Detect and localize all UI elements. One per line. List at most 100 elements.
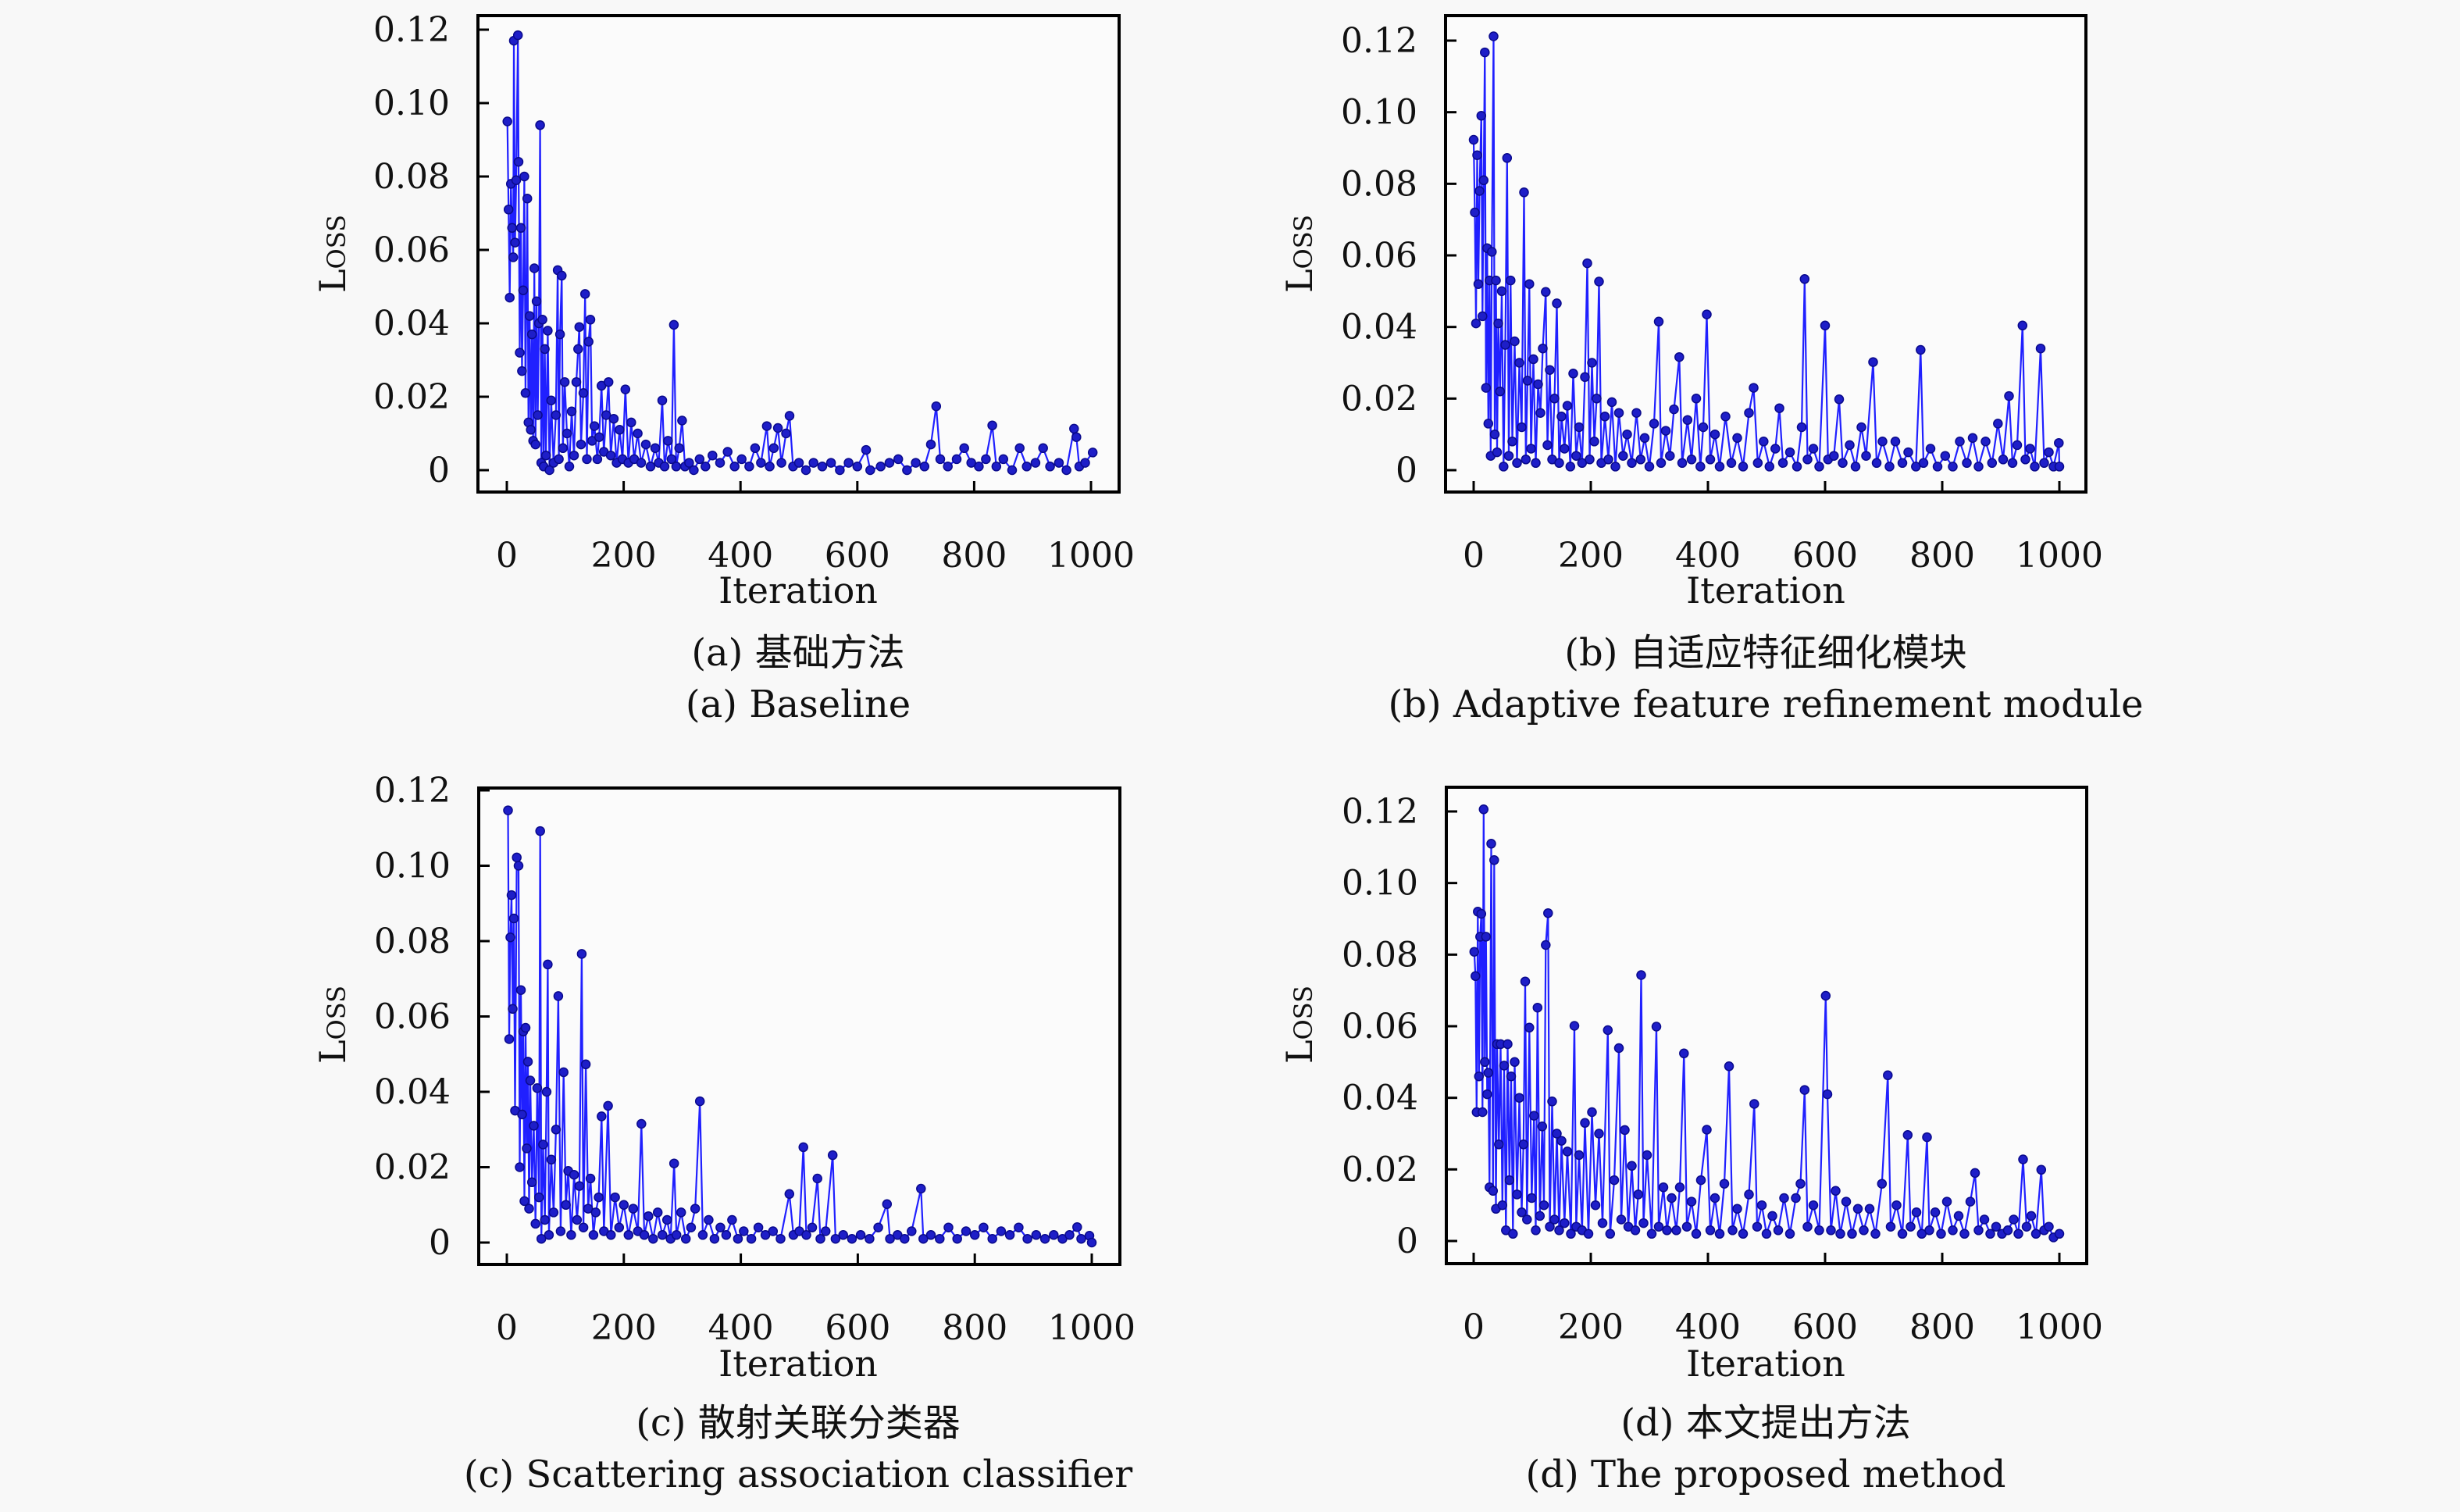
data-point: [519, 171, 529, 182]
y-axis-ticks: 0 0.02 0.04 0.06 0.08 0.10 0.12: [373, 10, 489, 490]
data-point: [998, 454, 1009, 465]
y-tick-label: 0.10: [374, 847, 451, 886]
data-point: [614, 1222, 625, 1232]
data-point: [1562, 401, 1573, 411]
data-point: [650, 443, 661, 454]
data-point: [1526, 444, 1536, 454]
data-point: [1554, 1225, 1564, 1236]
data-point: [1547, 1097, 1557, 1107]
data-point: [578, 1222, 589, 1232]
data-point: [1605, 1228, 1616, 1239]
data-point: [1496, 286, 1507, 297]
data-point: [1738, 462, 1749, 472]
x-tick-label: 200: [591, 536, 657, 576]
data-point: [715, 1222, 726, 1232]
data-point: [1814, 462, 1824, 472]
data-point: [1808, 444, 1819, 454]
data-point: [533, 410, 543, 420]
data-point: [645, 462, 656, 472]
data-point: [603, 1100, 613, 1111]
data-point: [544, 1230, 554, 1240]
x-tick-label: 800: [1909, 536, 1975, 576]
data-point: [1507, 437, 1517, 447]
data-point: [1970, 1168, 1980, 1179]
data-point: [753, 1222, 764, 1232]
data-point: [589, 421, 600, 431]
data-point: [2004, 390, 2014, 401]
y-tick-label: 0.10: [373, 84, 450, 123]
data-point: [1527, 1193, 1537, 1204]
data-point: [1014, 1222, 1024, 1232]
data-point: [1674, 1182, 1685, 1193]
caption-en: (c) Scattering association classifier: [464, 1453, 1132, 1496]
data-point: [1072, 1221, 1082, 1232]
data-point: [1482, 1089, 1492, 1100]
data-point: [1569, 1021, 1580, 1031]
data-point: [1792, 462, 1802, 472]
data-point: [1691, 394, 1702, 404]
data-point: [750, 443, 761, 454]
plot-frame: [1444, 14, 2087, 494]
plot-frame: [477, 786, 1121, 1266]
data-point: [1698, 422, 1709, 433]
data-point: [781, 428, 791, 439]
data-point: [1845, 440, 1855, 451]
data-point: [1877, 437, 1888, 447]
data-point: [569, 450, 579, 461]
caption-cn: (b) 自适应特征细化模块: [1564, 631, 1966, 675]
data-point: [1552, 1129, 1562, 1139]
data-point: [900, 1233, 910, 1244]
data-point: [1545, 1221, 1555, 1232]
data-point: [812, 1173, 822, 1184]
data-point: [512, 852, 522, 863]
y-tick-label: 0.12: [1342, 792, 1418, 832]
data-point: [1061, 465, 1071, 476]
data-point: [2044, 1221, 2054, 1232]
data-point: [1476, 110, 1487, 121]
data-point: [652, 1207, 663, 1218]
data-point: [1535, 408, 1546, 418]
x-tick-label: 600: [1792, 1307, 1858, 1347]
data-point: [657, 1230, 668, 1240]
data-point: [1897, 1228, 1908, 1239]
data-point: [1744, 1189, 1754, 1200]
data-point: [952, 1233, 962, 1244]
data-point: [1599, 412, 1610, 422]
x-tick-label: 200: [591, 1308, 657, 1348]
caption-cn: (c) 散射关联分类器: [636, 1401, 961, 1445]
data-point: [1749, 1099, 1759, 1109]
data-point: [1474, 186, 1485, 196]
data-point: [1644, 462, 1655, 472]
data-point: [935, 1233, 945, 1244]
data-point: [588, 1230, 599, 1240]
data-point: [1603, 1025, 1613, 1036]
data-point: [526, 425, 536, 435]
data-point: [935, 454, 946, 465]
data-point: [1609, 1175, 1620, 1186]
x-tick-label: 400: [708, 1308, 774, 1348]
data-point: [974, 462, 984, 472]
data-point: [548, 1207, 559, 1218]
data-point: [798, 1142, 808, 1153]
data-point: [701, 462, 711, 472]
data-point: [996, 1226, 1007, 1236]
data-point: [1541, 287, 1551, 298]
data-point: [522, 193, 533, 204]
y-axis-title: Loss: [1278, 215, 1321, 293]
data-point: [2026, 1211, 2037, 1221]
data-point: [1478, 311, 1488, 322]
data-point: [987, 420, 997, 430]
data-point: [1631, 408, 1642, 418]
data-point: [1930, 1207, 1941, 1218]
x-tick-label: 1000: [1048, 1308, 1136, 1348]
data-point: [852, 462, 863, 472]
data-point: [1841, 1196, 1852, 1207]
data-point: [1618, 451, 1628, 461]
data-point: [524, 311, 535, 321]
data-point: [855, 1230, 866, 1240]
data-point: [1710, 1193, 1720, 1204]
data-point: [594, 432, 604, 442]
caption-en: (a) Baseline: [686, 683, 911, 726]
data-point: [1560, 444, 1570, 454]
data-point: [1770, 444, 1781, 454]
